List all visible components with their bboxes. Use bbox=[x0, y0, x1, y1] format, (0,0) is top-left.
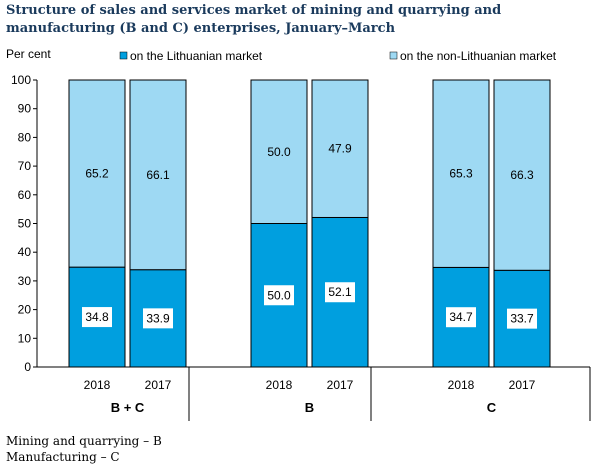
data-label-box bbox=[82, 307, 112, 328]
data-label-box bbox=[446, 307, 476, 328]
data-label: 52.1 bbox=[328, 285, 352, 299]
y-tick-label: 30 bbox=[18, 274, 32, 288]
x-tick-label: 2017 bbox=[145, 378, 172, 392]
bar-segment bbox=[432, 266, 490, 368]
chart-title: Structure of sales and services market o… bbox=[6, 3, 502, 36]
group-label: B + C bbox=[111, 400, 145, 415]
x-tick-label: 2018 bbox=[84, 378, 111, 392]
legend-swatch-1 bbox=[119, 51, 128, 60]
y-tick-label: 70 bbox=[18, 159, 32, 173]
y-axis-label: Per cent bbox=[6, 47, 51, 61]
x-tick-label: 2018 bbox=[448, 378, 475, 392]
y-tick-label: 80 bbox=[18, 130, 32, 144]
data-label: 33.9 bbox=[146, 311, 170, 325]
data-label: 34.8 bbox=[85, 310, 109, 324]
legend-swatch-2 bbox=[389, 51, 398, 60]
bar-segment bbox=[250, 79, 308, 224]
data-label: 47.9 bbox=[328, 142, 352, 156]
group-label: C bbox=[487, 400, 497, 415]
x-tick-label: 2017 bbox=[327, 378, 354, 392]
data-label: 50.0 bbox=[267, 145, 291, 159]
bar-segment bbox=[68, 79, 126, 268]
bar-segment bbox=[432, 79, 490, 268]
footnote-b: Mining and quarrying – B bbox=[6, 434, 162, 448]
y-tick-label: 90 bbox=[18, 102, 32, 116]
bar-segment bbox=[493, 79, 551, 271]
footnote-c: Manufacturing – C bbox=[6, 450, 120, 464]
x-tick-label: 2018 bbox=[266, 378, 293, 392]
data-label-box bbox=[143, 308, 173, 329]
bar-segment bbox=[129, 79, 187, 271]
y-tick-label: 50 bbox=[18, 217, 32, 231]
data-label-box bbox=[325, 282, 355, 303]
group-label: B bbox=[305, 400, 314, 415]
x-tick-label: 2017 bbox=[509, 378, 536, 392]
y-tick-label: 100 bbox=[11, 73, 31, 87]
footnotes: Mining and quarrying – B Manufacturing –… bbox=[6, 433, 162, 465]
data-label: 65.3 bbox=[449, 167, 473, 181]
y-tick-label: 0 bbox=[24, 360, 31, 374]
data-label: 34.7 bbox=[449, 310, 473, 324]
data-label-box bbox=[507, 308, 537, 329]
legend-label-2: on the non-Lithuanian market bbox=[400, 49, 557, 63]
data-label: 33.7 bbox=[510, 312, 534, 326]
y-tick-label: 20 bbox=[18, 303, 32, 317]
y-tick-label: 10 bbox=[18, 331, 32, 345]
y-tick-label: 60 bbox=[18, 188, 32, 202]
data-label: 65.2 bbox=[85, 167, 109, 181]
data-label: 50.0 bbox=[267, 288, 291, 302]
legend-label-1: on the Lithuanian market bbox=[130, 49, 263, 63]
data-label-box bbox=[264, 285, 294, 306]
bar-segment bbox=[311, 79, 369, 218]
data-label: 66.3 bbox=[510, 168, 534, 182]
data-label: 66.1 bbox=[146, 168, 170, 182]
y-tick-label: 40 bbox=[18, 245, 32, 259]
